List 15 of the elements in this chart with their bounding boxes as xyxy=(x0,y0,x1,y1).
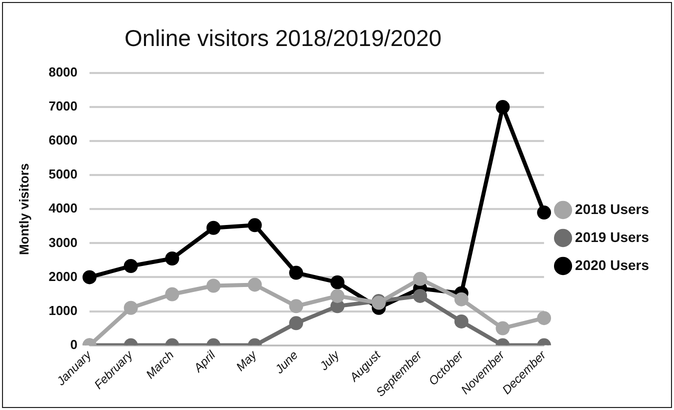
y-tick-label: 7000 xyxy=(48,98,78,114)
legend-label: 2020 Users xyxy=(575,256,650,273)
y-tick-label: 6000 xyxy=(48,132,78,148)
y-tick-label: 1000 xyxy=(48,302,78,318)
x-tick-label: July xyxy=(316,347,343,374)
chart-title: Online visitors 2018/2019/2020 xyxy=(123,25,443,52)
y-tick-label: 8000 xyxy=(48,64,78,80)
y-tick-label: 4000 xyxy=(48,200,78,216)
y-tick-label: 5000 xyxy=(48,166,78,182)
y-tick-label: 3000 xyxy=(48,234,78,250)
y-axis-title: Montly visitors xyxy=(16,163,32,256)
y-tick-label: 2000 xyxy=(48,268,78,284)
legend-label: 2019 Users xyxy=(575,228,650,245)
y-tick-label: 0 xyxy=(70,336,78,352)
legend-label: 2018 Users xyxy=(575,200,650,217)
